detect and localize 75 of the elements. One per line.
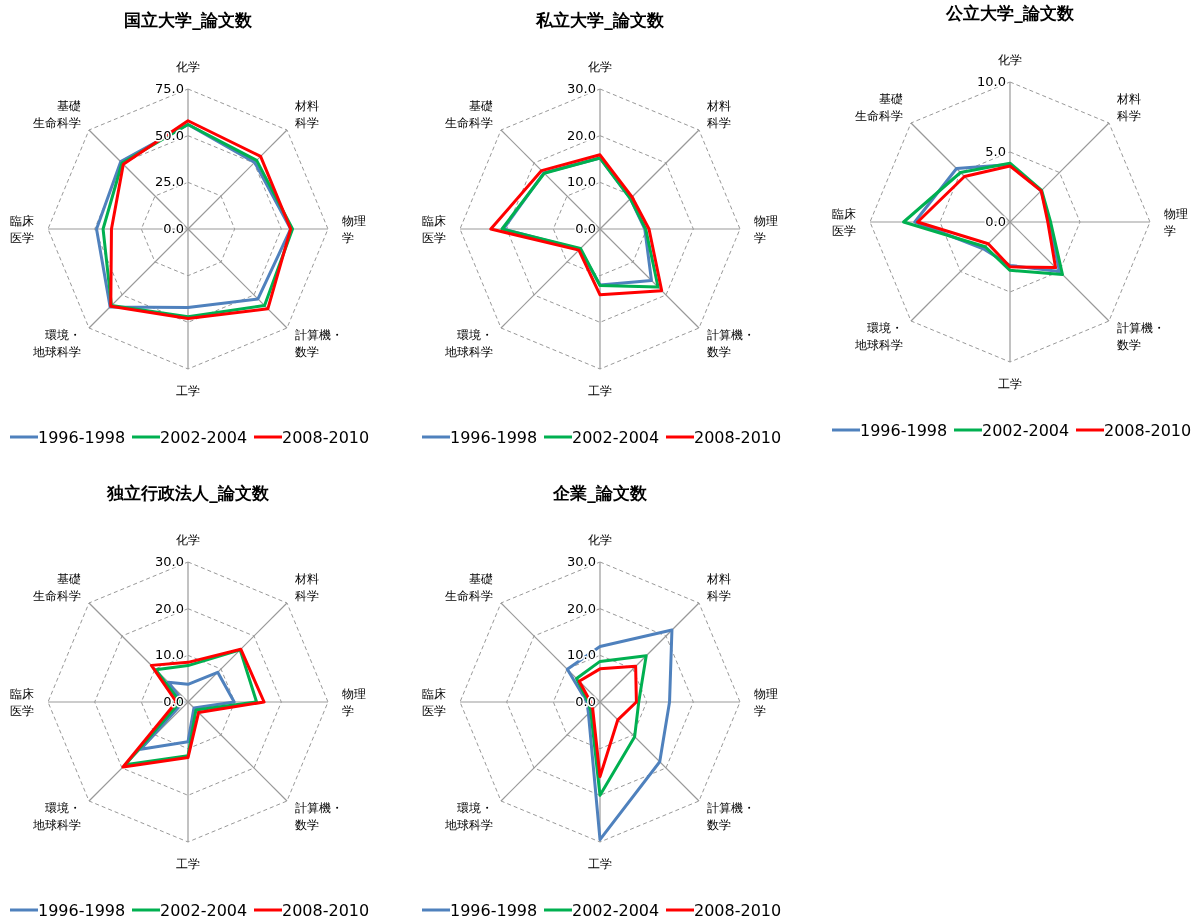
spoke-label: 計算機・数学	[1116, 321, 1165, 353]
legend-label: 2008-2010	[694, 428, 782, 447]
y-tick-label: 30.0	[155, 554, 184, 569]
spoke-label: 化学	[588, 533, 612, 547]
spoke-label: 材料科学	[293, 571, 319, 603]
legend-label: 1996-1998	[450, 428, 538, 447]
spoke-label: 臨床医学	[422, 213, 446, 245]
legend-label: 1996-1998	[860, 421, 948, 440]
y-tick-label: 25.0	[155, 174, 184, 190]
spoke-label: 化学	[176, 533, 200, 547]
spoke-label: 物理学	[1164, 206, 1188, 238]
chart-title: 私立大学_論文数	[535, 10, 665, 30]
spoke-label: 基礎生命科学	[33, 98, 82, 130]
spoke-label: 工学	[998, 377, 1022, 391]
spoke-label: 環境・地球科学	[444, 328, 494, 360]
spoke-label: 基礎生命科学	[445, 571, 494, 603]
y-tick-label: 75.0	[155, 81, 184, 96]
legend-label: 1996-1998	[38, 428, 126, 447]
spoke-label: 環境・地球科学	[444, 801, 494, 833]
spoke-label: 計算機・数学	[294, 328, 343, 360]
spoke-label: 化学	[588, 60, 612, 74]
y-tick-label: 20.0	[567, 127, 596, 143]
y-tick-label: 20.0	[155, 600, 184, 616]
y-tick-label: 10.0	[155, 647, 184, 663]
chart-title: 独立行政法人_論文数	[106, 483, 270, 503]
legend-label: 2008-2010	[1104, 421, 1192, 440]
spoke-label: 物理学	[342, 686, 366, 718]
spoke-label: 工学	[588, 857, 612, 871]
spoke-label: 環境・地球科学	[854, 321, 904, 353]
legend-label: 2002-2004	[572, 428, 660, 447]
chart-title: 公立大学_論文数	[945, 3, 1075, 23]
y-tick-label: 5.0	[985, 144, 1006, 159]
legend-label: 2008-2010	[694, 901, 782, 918]
y-tick-label: 0.0	[163, 221, 184, 236]
legend-label: 1996-1998	[38, 901, 126, 918]
spoke-label: 臨床医学	[10, 213, 34, 245]
spoke-label: 環境・地球科学	[32, 801, 82, 833]
legend-label: 2002-2004	[160, 901, 248, 918]
spoke-label: 化学	[998, 53, 1022, 67]
spoke-label: 工学	[176, 384, 200, 398]
spoke-label: 環境・地球科学	[32, 328, 82, 360]
spoke-label: 基礎生命科学	[33, 571, 82, 603]
spoke-label: 材料科学	[293, 98, 319, 130]
spoke-label: 基礎生命科学	[855, 91, 904, 123]
y-tick-label: 10.0	[977, 74, 1006, 89]
legend-label: 2008-2010	[282, 428, 370, 447]
y-tick-label: 30.0	[567, 81, 596, 96]
spoke-label: 計算機・数学	[706, 328, 755, 360]
spoke-label: 臨床医学	[832, 206, 856, 238]
spoke-label: 計算機・数学	[294, 801, 343, 833]
spoke-label: 臨床医学	[422, 686, 446, 718]
spoke-label: 工学	[588, 384, 612, 398]
spoke-label: 物理学	[754, 213, 778, 245]
chart-title: 企業_論文数	[552, 483, 648, 503]
legend-label: 2002-2004	[572, 901, 660, 918]
y-tick-label: 20.0	[567, 600, 596, 616]
chart-title: 国立大学_論文数	[124, 10, 253, 30]
y-tick-label: 0.0	[985, 214, 1006, 229]
spoke-label: 化学	[176, 60, 200, 74]
spoke-label: 臨床医学	[10, 686, 34, 718]
spoke-label: 工学	[176, 857, 200, 871]
spoke-label: 材料科学	[705, 98, 731, 130]
y-tick-label: 10.0	[567, 174, 596, 190]
spoke-label: 物理学	[754, 686, 778, 718]
spoke-label: 計算機・数学	[706, 801, 755, 833]
legend-label: 2002-2004	[160, 428, 248, 447]
y-tick-label: 0.0	[575, 221, 596, 236]
spoke-label: 基礎生命科学	[445, 98, 494, 130]
spoke-label: 材料科学	[1115, 91, 1141, 123]
legend-label: 2008-2010	[282, 901, 370, 918]
legend-label: 1996-1998	[450, 901, 538, 918]
legend-label: 2002-2004	[982, 421, 1070, 440]
spoke-label: 物理学	[342, 213, 366, 245]
y-tick-label: 30.0	[567, 554, 596, 569]
spoke-label: 材料科学	[705, 571, 731, 603]
